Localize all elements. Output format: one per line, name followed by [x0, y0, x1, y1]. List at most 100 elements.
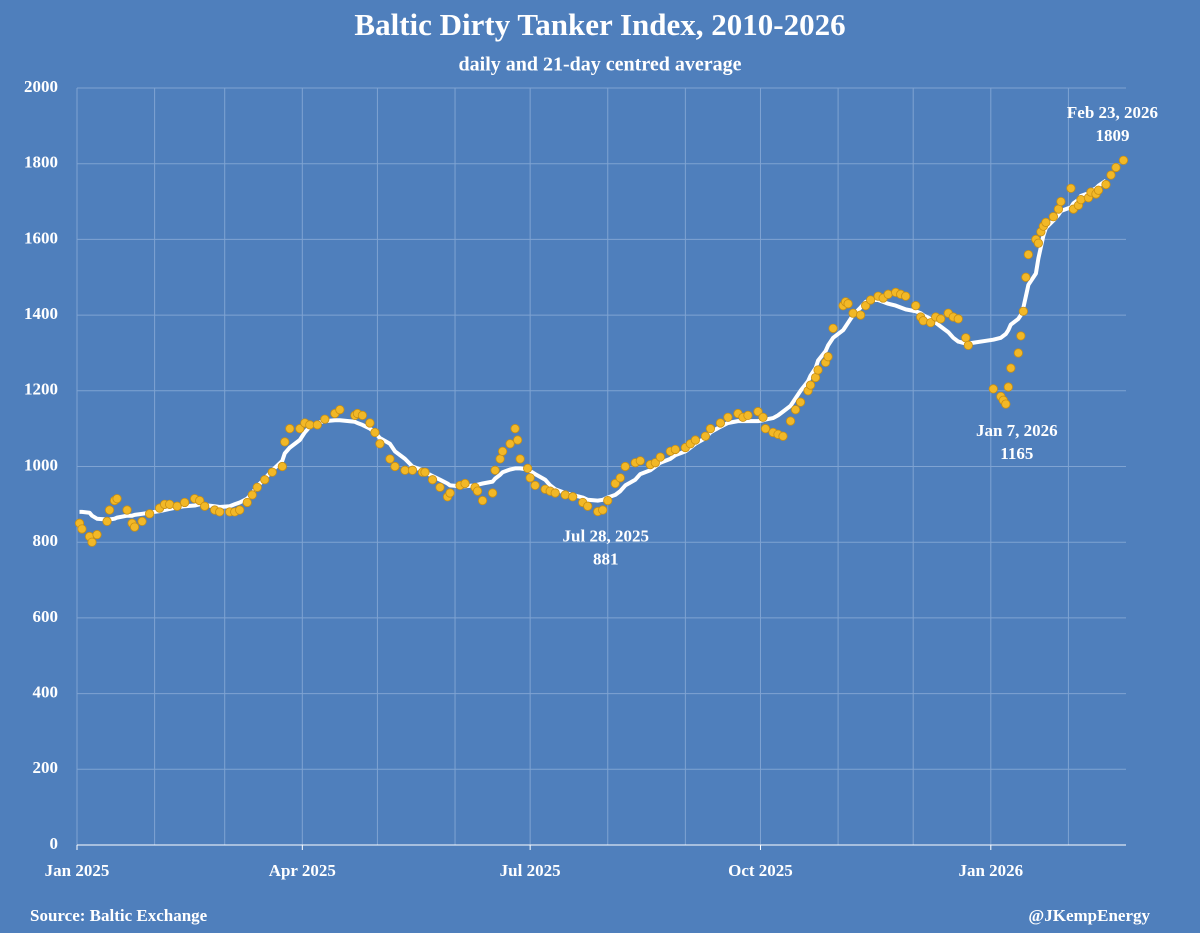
- daily-point: [936, 314, 946, 324]
- daily-point: [883, 289, 893, 299]
- y-tick-label: 1000: [24, 455, 58, 474]
- daily-point: [407, 465, 418, 475]
- y-tick-label: 400: [33, 683, 59, 702]
- daily-point: [615, 473, 625, 483]
- daily-point: [312, 420, 322, 430]
- daily-point: [670, 444, 680, 455]
- daily-point: [828, 323, 838, 333]
- daily-point: [1106, 170, 1116, 180]
- daily-point: [901, 291, 911, 301]
- daily-point: [515, 454, 525, 464]
- daily-point: [1001, 399, 1011, 409]
- daily-point: [1033, 238, 1043, 248]
- y-tick-label: 1800: [24, 153, 58, 172]
- daily-point: [1048, 212, 1058, 222]
- daily-point: [1003, 382, 1013, 392]
- daily-point: [523, 463, 533, 473]
- daily-point: [690, 435, 700, 445]
- daily-point: [715, 418, 726, 428]
- daily-point: [1016, 331, 1026, 341]
- daily-point: [635, 456, 645, 466]
- daily-point: [320, 414, 330, 424]
- daily-point: [445, 488, 455, 498]
- daily-point: [165, 499, 175, 509]
- daily-point: [778, 431, 788, 441]
- daily-point: [87, 537, 97, 547]
- daily-point: [700, 431, 710, 441]
- y-tick-label: 600: [33, 607, 59, 626]
- y-tick-label: 1600: [24, 228, 58, 247]
- daily-point: [252, 482, 262, 492]
- x-tick-label: Jan 2026: [958, 861, 1023, 880]
- daily-point: [129, 522, 140, 532]
- y-tick-label: 200: [33, 758, 59, 777]
- daily-point: [1018, 306, 1028, 316]
- annotation-value: 1809: [1095, 126, 1129, 145]
- chart-subtitle: daily and 21-day centred average: [459, 54, 742, 76]
- daily-point: [743, 410, 753, 421]
- daily-point: [810, 372, 821, 383]
- daily-point: [195, 495, 205, 506]
- daily-point: [277, 461, 287, 472]
- daily-point: [172, 501, 182, 511]
- daily-point: [911, 301, 921, 311]
- daily-point: [280, 437, 290, 447]
- daily-point: [1066, 183, 1076, 193]
- daily-point: [610, 478, 620, 489]
- daily-point: [77, 524, 87, 534]
- daily-point: [510, 424, 520, 434]
- y-tick-label: 1200: [24, 380, 58, 399]
- daily-point: [760, 424, 771, 434]
- daily-point: [926, 318, 936, 328]
- annotation-label: Jan 7, 2026: [976, 421, 1058, 440]
- daily-point: [1101, 179, 1111, 190]
- daily-point: [753, 407, 763, 417]
- y-tick-label: 2000: [24, 77, 58, 96]
- daily-point: [375, 439, 385, 449]
- daily-point: [866, 295, 876, 305]
- daily-point: [705, 424, 716, 434]
- daily-point: [953, 314, 963, 324]
- daily-point: [823, 352, 833, 362]
- daily-point: [420, 467, 430, 477]
- y-tick-label: 1400: [24, 304, 58, 323]
- daily-point: [260, 475, 270, 485]
- daily-point: [1076, 195, 1086, 205]
- daily-point: [104, 505, 115, 515]
- daily-point: [785, 416, 796, 426]
- daily-point: [1056, 196, 1066, 207]
- daily-point: [435, 482, 445, 492]
- daily-point: [795, 397, 806, 407]
- daily-point: [598, 505, 608, 515]
- daily-point: [550, 488, 560, 498]
- daily-point: [285, 424, 295, 434]
- daily-point: [843, 299, 853, 309]
- daily-point: [513, 435, 523, 445]
- daily-point: [385, 454, 395, 464]
- x-tick-label: Jul 2025: [500, 861, 561, 880]
- y-tick-label: 800: [33, 531, 59, 550]
- daily-point: [655, 452, 665, 462]
- daily-point: [145, 509, 155, 519]
- daily-point: [560, 490, 570, 500]
- daily-point: [1041, 217, 1051, 227]
- daily-point: [427, 475, 438, 485]
- daily-point: [200, 501, 210, 511]
- daily-point: [365, 418, 375, 428]
- daily-point: [813, 365, 823, 375]
- daily-point: [390, 461, 400, 472]
- annotation-label: Feb 23, 2026: [1067, 103, 1158, 122]
- daily-point: [805, 380, 816, 390]
- daily-point: [215, 507, 225, 517]
- daily-point: [357, 410, 368, 421]
- daily-point: [1006, 363, 1016, 373]
- daily-point: [1118, 155, 1129, 165]
- daily-point: [335, 405, 345, 415]
- x-tick-label: Apr 2025: [269, 861, 336, 880]
- daily-point: [490, 465, 500, 475]
- daily-point: [790, 405, 801, 415]
- daily-point: [918, 316, 928, 326]
- chart-title: Baltic Dirty Tanker Index, 2010-2026: [354, 7, 845, 42]
- daily-point: [650, 458, 660, 468]
- daily-point: [267, 467, 277, 477]
